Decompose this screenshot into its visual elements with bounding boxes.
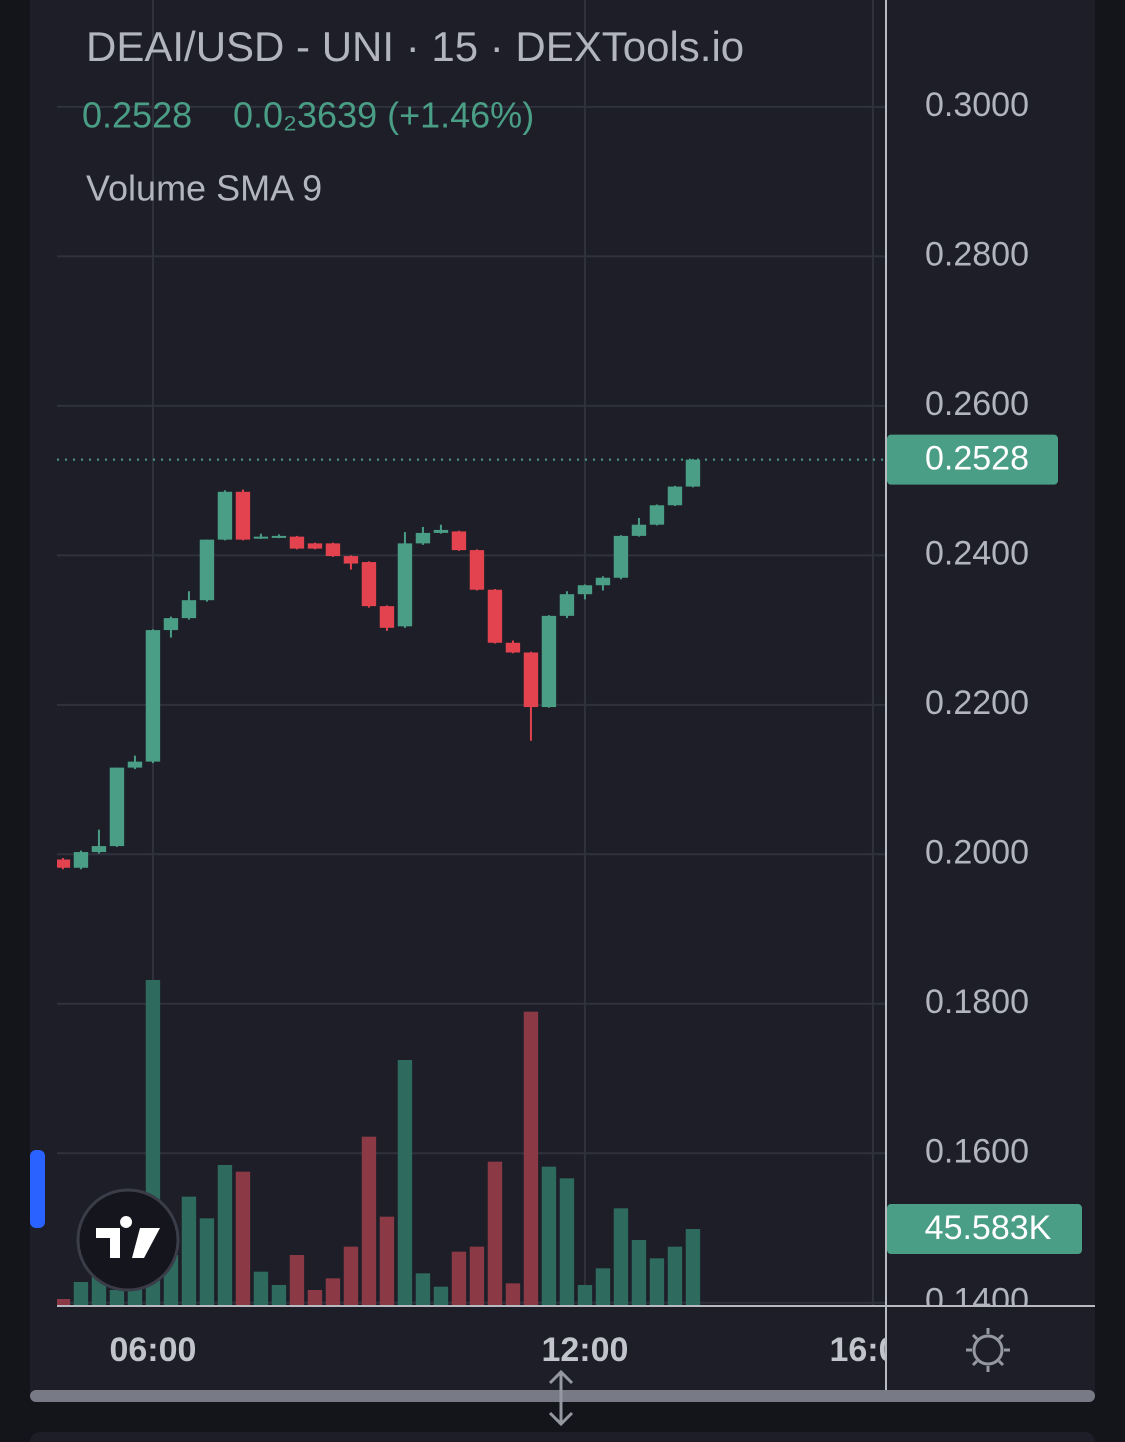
- candle-body: [433, 529, 449, 533]
- volume-bar: [649, 1258, 665, 1305]
- volume-bar: [253, 1271, 269, 1305]
- y-tick-label: 0.2400: [925, 534, 1029, 572]
- volume-bar: [307, 1290, 323, 1305]
- candle-body: [73, 852, 89, 868]
- volume-bar: [523, 1011, 539, 1305]
- x-tick-label: 16:00: [829, 1331, 916, 1369]
- y-tick-label: 0.1400: [925, 1282, 1029, 1320]
- candle-body: [397, 543, 413, 627]
- candle-body: [631, 524, 647, 536]
- candle-body: [487, 589, 503, 643]
- candle-body: [253, 536, 269, 539]
- resize-handle[interactable]: [548, 1369, 574, 1427]
- candle-body: [577, 585, 593, 595]
- y-tick-label: 0.3000: [925, 86, 1029, 124]
- y-tick-label: 0.2000: [925, 833, 1029, 871]
- legend-change: 0.0₂3639 (+1.46%): [233, 95, 534, 136]
- volume-bar: [379, 1216, 395, 1305]
- side-tab[interactable]: [30, 1150, 45, 1228]
- volume-bar: [469, 1246, 485, 1305]
- volume-bar: [667, 1246, 683, 1305]
- x-tick-label: 06:00: [109, 1331, 196, 1369]
- candle-body: [595, 577, 611, 586]
- candle-body: [91, 846, 107, 853]
- chart-title: DEAI/USD - UNI · 15 · DEXTools.io: [86, 23, 744, 70]
- candle-body: [307, 543, 323, 549]
- x-tick-label: 12:00: [541, 1331, 628, 1369]
- volume-bar: [451, 1251, 467, 1305]
- volume-bar: [433, 1286, 449, 1305]
- candle-body: [667, 486, 683, 506]
- candle-body: [181, 600, 197, 619]
- y-tick-label: 0.2600: [925, 385, 1029, 423]
- candle-body: [469, 550, 485, 590]
- volume-bar: [541, 1166, 557, 1305]
- chart-background: [30, 0, 1095, 1400]
- volume-bar: [685, 1229, 701, 1305]
- volume-bar: [343, 1246, 359, 1305]
- candle-body: [523, 652, 539, 708]
- candle-body: [685, 459, 701, 487]
- volume-bar: [289, 1255, 305, 1305]
- y-tick-label: 0.1600: [925, 1132, 1029, 1170]
- candle-body: [541, 615, 557, 708]
- volume-legend: Volume SMA 9: [86, 168, 322, 209]
- candle-body: [325, 543, 341, 557]
- candle-body: [217, 491, 233, 540]
- candle-body: [235, 491, 251, 540]
- volume-bar: [577, 1285, 593, 1305]
- volume-bar: [235, 1171, 251, 1305]
- candle-body: [57, 859, 71, 868]
- y-tick-label: 0.2800: [925, 235, 1029, 273]
- volume-bar: [397, 1060, 413, 1305]
- candle-body: [451, 531, 467, 551]
- volume-bar: [595, 1268, 611, 1305]
- candle-body: [109, 767, 125, 847]
- legend-price: 0.2528: [82, 95, 192, 136]
- candle-body: [343, 556, 359, 564]
- candle-body: [361, 562, 377, 607]
- y-tick-label: 0.1800: [925, 983, 1029, 1021]
- volume-bar: [505, 1283, 521, 1305]
- volume-bar: [631, 1240, 647, 1305]
- settings-icon[interactable]: [966, 1328, 1010, 1372]
- volume-bar: [325, 1278, 341, 1305]
- volume-bar: [271, 1285, 287, 1305]
- candle-body: [415, 532, 431, 544]
- volume-bar: [109, 1290, 125, 1305]
- candle-body: [163, 618, 179, 631]
- volume-bar: [613, 1208, 629, 1305]
- bottom-panel: [30, 1432, 1095, 1442]
- candle-body: [289, 536, 305, 549]
- volume-bar: [559, 1178, 575, 1305]
- volume-bar: [73, 1282, 89, 1305]
- volume-bar: [415, 1273, 431, 1305]
- volume-bar: [57, 1299, 71, 1305]
- last-price-label: 0.2528: [925, 440, 1029, 478]
- candle-body: [145, 630, 161, 762]
- volume-bar: [199, 1218, 215, 1305]
- tradingview-logo: [76, 1188, 180, 1292]
- y-tick-label: 0.2200: [925, 684, 1029, 722]
- last-price-tag: [887, 434, 1058, 485]
- volume-bar: [217, 1165, 233, 1305]
- candle-body: [613, 535, 629, 578]
- last-volume-label: 45.583K: [925, 1209, 1052, 1247]
- candle-body: [199, 539, 215, 601]
- candle-body: [505, 642, 521, 653]
- volume-bar: [361, 1136, 377, 1305]
- volume-bar: [181, 1196, 197, 1305]
- candle-body: [649, 505, 665, 525]
- volume-bar: [487, 1161, 503, 1305]
- candle-body: [559, 594, 575, 616]
- candle-body: [271, 535, 287, 538]
- candle-body: [379, 606, 395, 628]
- last-volume-tag: [887, 1204, 1082, 1255]
- candle-body: [127, 761, 143, 768]
